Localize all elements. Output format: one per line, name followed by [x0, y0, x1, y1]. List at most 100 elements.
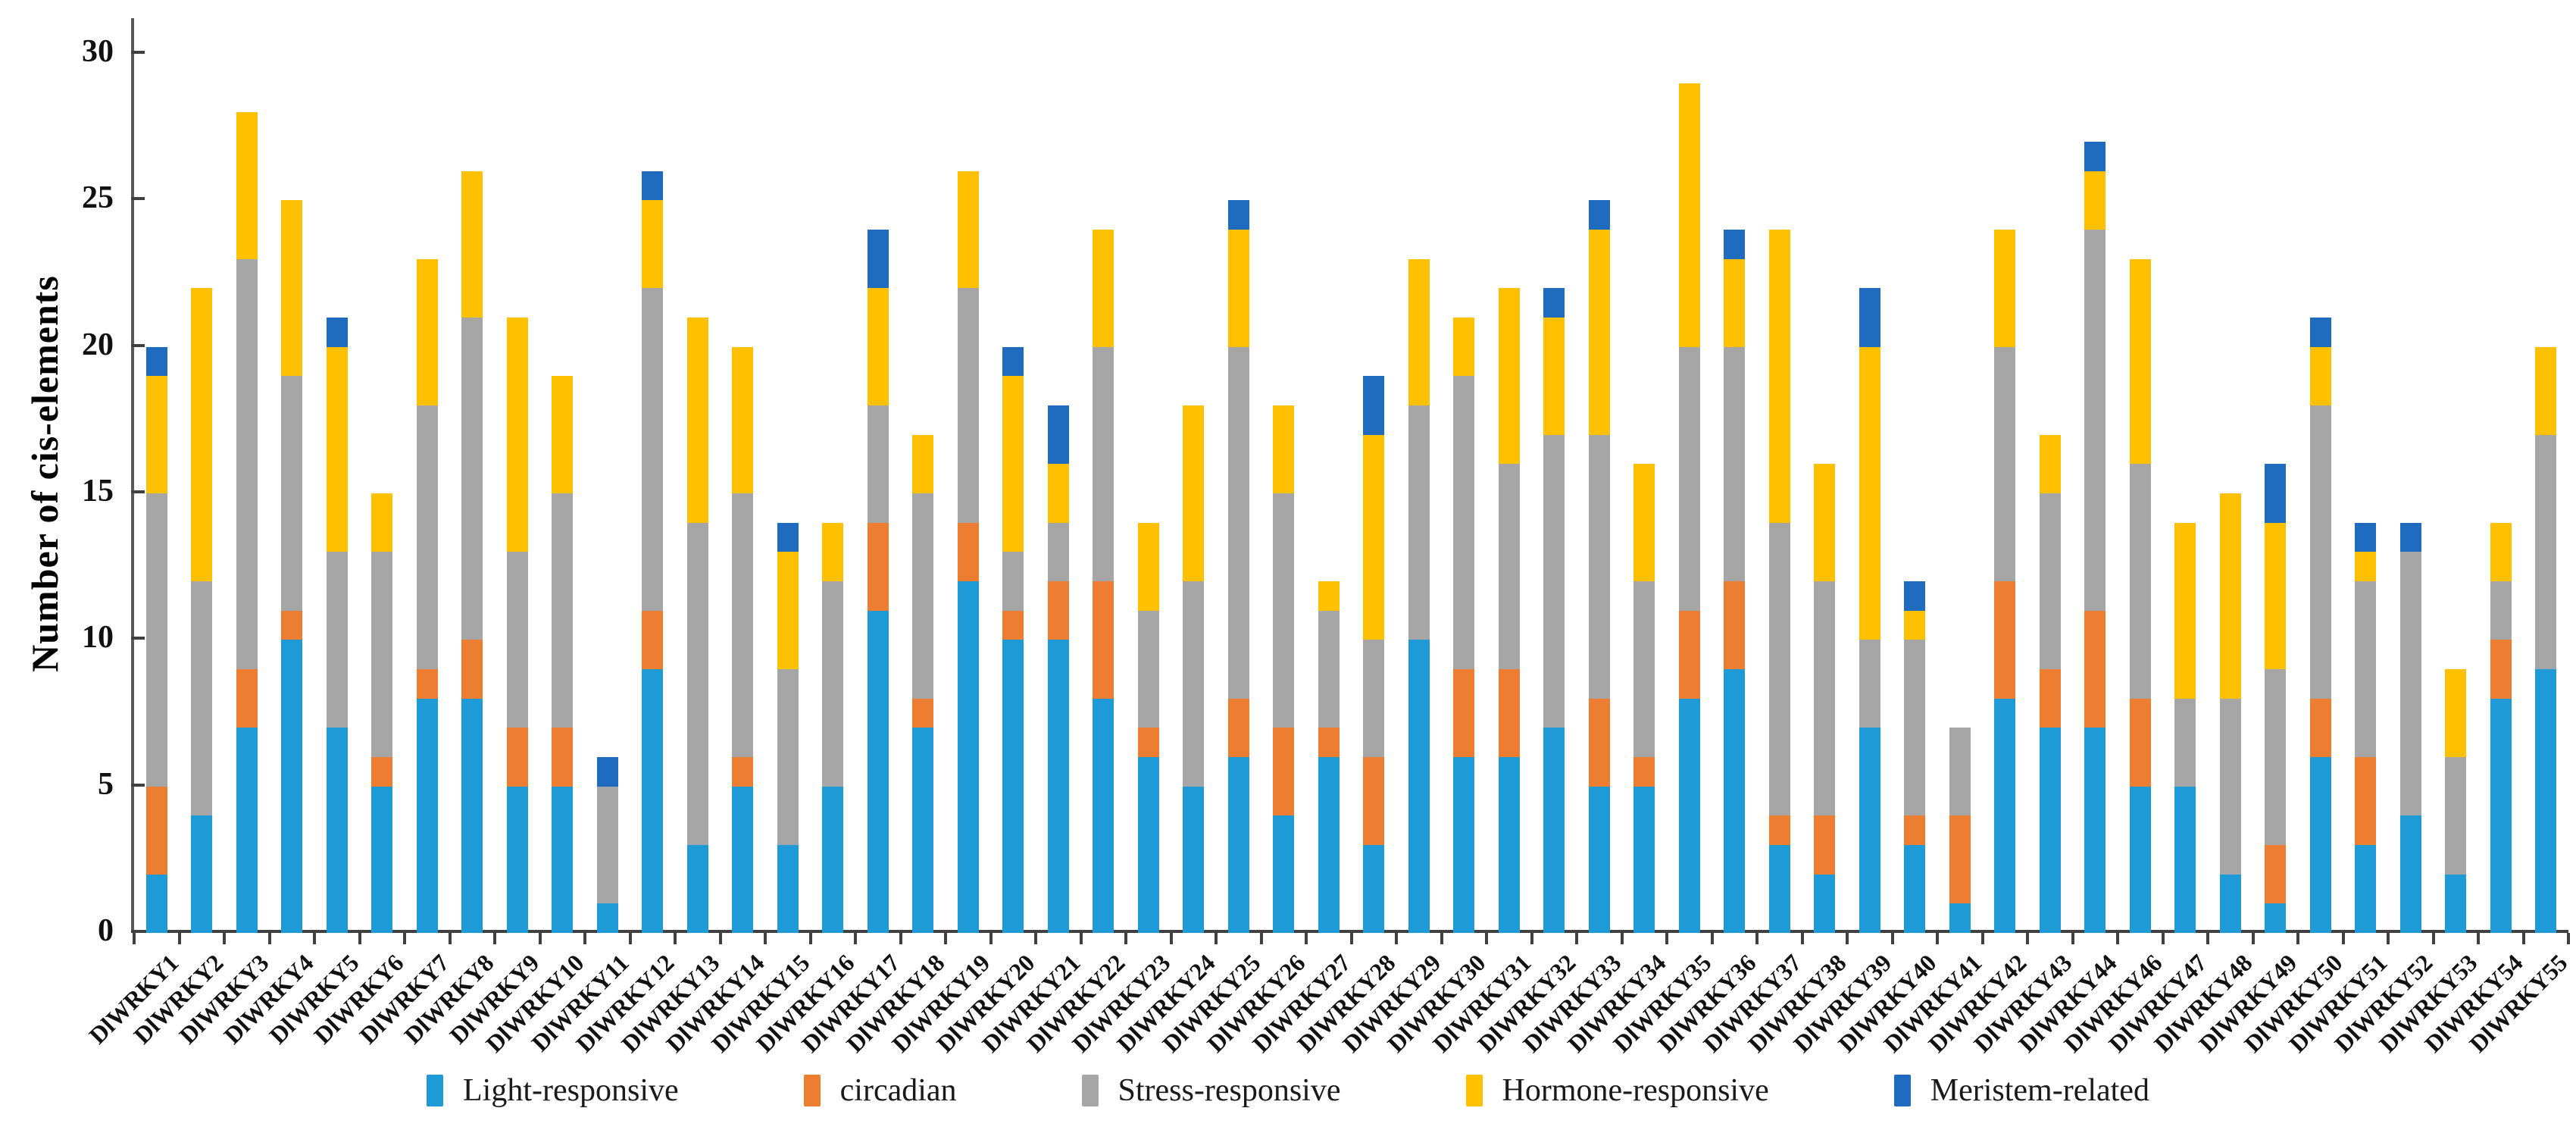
bar-segment-Meristem-related: [642, 171, 664, 201]
bar-segment-Meristem-related: [1047, 405, 1069, 465]
bar-segment-Light-responsive: [2445, 874, 2467, 933]
bar-segment-Light-responsive: [642, 669, 664, 933]
legend-label: Stress-responsive: [1118, 1073, 1341, 1108]
bar-segment-circadian: [867, 522, 889, 611]
bar-slot: [1622, 52, 1668, 933]
bar-segment-Hormone-responsive: [2039, 434, 2061, 494]
bar-DlWRKY27: [1318, 581, 1340, 933]
bar-segment-circadian: [1002, 610, 1024, 640]
bar-segment-Hormone-responsive: [1724, 258, 1746, 347]
bar-slot: [2208, 52, 2253, 933]
bar-segment-Light-responsive: [2265, 903, 2287, 933]
bar-segment-Light-responsive: [281, 640, 303, 933]
bar-segment-Hormone-responsive: [642, 200, 664, 289]
bar-segment-circadian: [1318, 728, 1340, 757]
bar-slot: [2027, 52, 2073, 933]
bar-segment-Stress-responsive: [1678, 346, 1700, 611]
bar-segment-Light-responsive: [2490, 698, 2512, 933]
bar-segment-Hormone-responsive: [2265, 522, 2287, 670]
bar-segment-Stress-responsive: [777, 669, 799, 845]
legend-item-circadian: circadian: [803, 1073, 957, 1108]
bar-segment-circadian: [1994, 581, 2016, 699]
bar-segment-circadian: [2039, 669, 2061, 728]
bar-segment-Light-responsive: [1633, 786, 1655, 933]
bar-segment-Hormone-responsive: [1002, 376, 1024, 552]
x-tick: [2521, 933, 2525, 944]
bar-segment-Stress-responsive: [2309, 405, 2331, 699]
plot-area: [134, 52, 2568, 933]
y-tick: [131, 197, 145, 201]
bar-segment-Light-responsive: [191, 815, 213, 933]
bar-segment-Light-responsive: [1994, 698, 2016, 933]
bar-segment-Light-responsive: [461, 698, 483, 933]
bar-slot: [1532, 52, 1577, 933]
bar-segment-circadian: [1588, 698, 1610, 787]
bar-segment-Meristem-related: [1904, 581, 1926, 611]
x-tick: [358, 933, 361, 944]
bar-segment-Light-responsive: [145, 874, 167, 933]
bar-segment-Meristem-related: [2084, 142, 2106, 171]
bar-segment-Stress-responsive: [1318, 610, 1340, 728]
bar-DlWRKY9: [506, 318, 528, 933]
bar-segment-Meristem-related: [596, 757, 618, 787]
bar-segment-Stress-responsive: [281, 376, 303, 611]
bar-segment-Hormone-responsive: [1768, 230, 1790, 523]
bar-segment-Hormone-responsive: [1183, 405, 1205, 582]
bar-segment-circadian: [642, 610, 664, 669]
y-tick-label: 25: [82, 180, 114, 216]
legend-label: Hormone-responsive: [1502, 1073, 1769, 1108]
bar-DlWRKY28: [1363, 376, 1385, 933]
bar-segment-circadian: [2309, 698, 2331, 757]
bar-segment-Meristem-related: [1543, 288, 1565, 318]
bar-segment-Stress-responsive: [2039, 493, 2061, 670]
bar-slot: [2253, 52, 2299, 933]
bar-slot: [2524, 52, 2569, 933]
x-tick: [448, 933, 452, 944]
bar-slot: [2343, 52, 2389, 933]
bar-slot: [2073, 52, 2118, 933]
bar-segment-Hormone-responsive: [1273, 405, 1295, 494]
bar-slot: [405, 52, 450, 933]
bar-slot: [675, 52, 721, 933]
x-tick: [718, 933, 722, 944]
bar-slot: [1757, 52, 1802, 933]
bar-segment-Light-responsive: [236, 728, 258, 933]
bar-segment-Light-responsive: [1949, 903, 1971, 933]
bar-DlWRKY16: [822, 522, 844, 933]
bar-segment-circadian: [1137, 728, 1159, 757]
legend-label: Light-responsive: [463, 1073, 679, 1108]
bar-DlWRKY15: [777, 522, 799, 933]
x-tick: [2341, 933, 2345, 944]
bar-slot: [180, 52, 225, 933]
bar-segment-Hormone-responsive: [1678, 83, 1700, 347]
bar-DlWRKY52: [2399, 522, 2421, 933]
x-tick: [2116, 933, 2119, 944]
bar-segment-Meristem-related: [1859, 288, 1880, 347]
bar-segment-Stress-responsive: [1904, 640, 1926, 816]
x-tick: [2071, 933, 2074, 944]
x-tick: [2206, 933, 2209, 944]
bar-segment-Stress-responsive: [506, 552, 528, 728]
bar-DlWRKY39: [1859, 288, 1880, 933]
bar-segment-Stress-responsive: [1183, 581, 1205, 787]
bar-segment-Stress-responsive: [2535, 434, 2557, 669]
bar-segment-Stress-responsive: [145, 493, 167, 787]
bar-segment-Meristem-related: [2399, 522, 2421, 552]
y-tick: [131, 783, 145, 787]
bar-segment-Hormone-responsive: [191, 288, 213, 582]
bar-segment-Hormone-responsive: [145, 376, 167, 494]
bar-segment-Hormone-responsive: [461, 171, 483, 318]
bar-DlWRKY48: [2219, 493, 2241, 933]
bar-segment-Stress-responsive: [732, 493, 754, 758]
bar-slot: [2434, 52, 2479, 933]
bar-segment-Hormone-responsive: [2174, 522, 2196, 699]
x-tick: [1530, 933, 1533, 944]
x-tick: [1485, 933, 1488, 944]
bar-DlWRKY40: [1904, 581, 1926, 933]
bar-segment-circadian: [552, 728, 574, 787]
x-tick: [2477, 933, 2480, 944]
bar-slot: [585, 52, 630, 933]
bar-segment-Stress-responsive: [1768, 522, 1790, 816]
bar-segment-Hormone-responsive: [281, 200, 303, 377]
bar-segment-circadian: [1949, 815, 1971, 904]
